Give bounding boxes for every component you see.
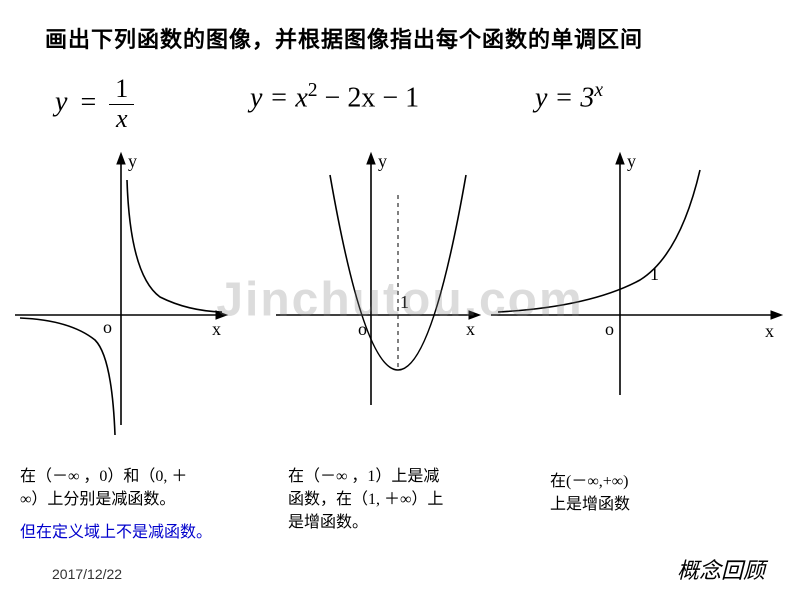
svg-text:x: x bbox=[466, 319, 475, 339]
formula-1: y = 1 x bbox=[55, 75, 134, 133]
c2-line1: 在（－∞ ，1）上是减 bbox=[288, 465, 508, 488]
f1-den: x bbox=[109, 105, 134, 134]
f2-main: y = x bbox=[250, 82, 308, 113]
graphs-container: y o x y o x 1 y o x 1 bbox=[0, 145, 800, 445]
svg-text:y: y bbox=[128, 151, 137, 171]
formula-3: y = 3x bbox=[535, 80, 603, 114]
c3-line1: 在(－∞,+∞) bbox=[550, 470, 730, 493]
svg-text:x: x bbox=[765, 321, 774, 341]
footer-section: 概念回顾 bbox=[677, 553, 765, 585]
svg-text:o: o bbox=[103, 317, 112, 337]
svg-text:x: x bbox=[212, 319, 221, 339]
c1-line3: 但在定义域上不是减函数。 bbox=[20, 521, 255, 544]
svg-text:o: o bbox=[358, 319, 367, 339]
svg-text:1: 1 bbox=[400, 292, 409, 312]
f3-main: y = 3 bbox=[535, 82, 594, 113]
c1-line1: 在（－∞ ，0）和（0, ＋ bbox=[20, 465, 255, 488]
c2-line3: 是增函数。 bbox=[288, 511, 508, 534]
f1-y: y bbox=[55, 87, 67, 118]
caption-3: 在(－∞,+∞) 上是增函数 bbox=[550, 470, 730, 516]
graph-3: y o x 1 bbox=[491, 151, 780, 395]
f1-eq: = bbox=[80, 87, 96, 118]
graph-2: y o x 1 bbox=[276, 151, 478, 405]
formula-2: y = x2 − 2x − 1 bbox=[250, 80, 419, 114]
caption-2: 在（－∞ ，1）上是减 函数，在（1, ＋∞）上 是增函数。 bbox=[288, 465, 508, 535]
c1-line2: ∞）上分别是减函数。 bbox=[20, 488, 255, 511]
graph-1: y o x bbox=[15, 151, 225, 435]
f2-exp: 2 bbox=[308, 80, 318, 101]
f2-rest: − 2x − 1 bbox=[318, 82, 420, 113]
f3-exp: x bbox=[594, 80, 603, 101]
svg-text:y: y bbox=[627, 151, 636, 171]
f1-fraction: 1 x bbox=[109, 75, 134, 133]
footer-date: 2017/12/22 bbox=[52, 566, 122, 582]
svg-text:1: 1 bbox=[650, 264, 659, 284]
c2-line2: 函数，在（1, ＋∞）上 bbox=[288, 488, 508, 511]
caption-1: 在（－∞ ，0）和（0, ＋ ∞）上分别是减函数。 但在定义域上不是减函数。 bbox=[20, 465, 255, 545]
svg-text:y: y bbox=[378, 151, 387, 171]
c3-line2: 上是增函数 bbox=[550, 493, 730, 516]
page-title: 画出下列函数的图像，并根据图像指出每个函数的单调区间 bbox=[45, 22, 643, 54]
svg-text:o: o bbox=[605, 319, 614, 339]
f1-num: 1 bbox=[109, 75, 134, 105]
